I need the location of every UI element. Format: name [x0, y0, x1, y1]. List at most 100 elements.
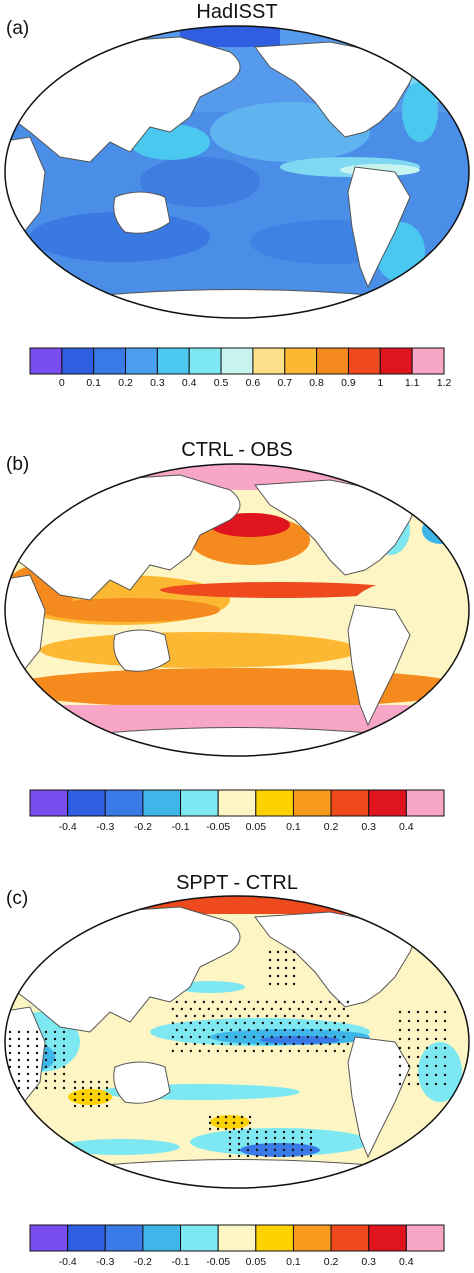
stipple-dot — [315, 1035, 319, 1039]
stipple-dot — [270, 1021, 274, 1025]
stipple-dot — [8, 1037, 12, 1041]
stipple-dot — [198, 1049, 202, 1053]
stipple-dot — [175, 1042, 179, 1046]
stipple-dot — [26, 1030, 30, 1034]
stipple-dot — [282, 1148, 286, 1152]
stipple-dot — [416, 1010, 420, 1014]
stipple-dot — [105, 1104, 109, 1108]
colorbar-swatch — [67, 789, 106, 817]
stipple-dot — [315, 1049, 319, 1053]
stipple-dot — [53, 1072, 57, 1076]
stipple-dot — [273, 1142, 277, 1146]
stipple-dot — [291, 1148, 295, 1152]
stipple-dot — [175, 1000, 179, 1004]
stipple-dot — [268, 974, 272, 978]
stipple-dot — [309, 1154, 313, 1158]
colorbar-swatch — [156, 347, 190, 375]
stipple-dot — [273, 1130, 277, 1134]
stipple-dot — [238, 1000, 242, 1004]
stipple-dot — [333, 1049, 337, 1053]
stipple-dot — [26, 1044, 30, 1048]
stipple-dot — [398, 1010, 402, 1014]
colorbar-tick-label: 0.1 — [286, 1256, 301, 1268]
stipple-dot — [53, 1044, 57, 1048]
stipple-dot — [407, 1037, 411, 1041]
stipple-dot — [301, 1028, 305, 1032]
colorbar-tick-label: 1.2 — [436, 377, 452, 389]
colorbar — [29, 1224, 445, 1252]
stipple-dot — [297, 1021, 301, 1025]
stipple-dot — [342, 1035, 346, 1039]
panel-label: (a) — [6, 18, 30, 39]
stipple-dot — [216, 1127, 220, 1131]
panel-label: (b) — [6, 454, 30, 475]
stipple-dot — [180, 1007, 184, 1011]
stipple-dot — [216, 1035, 220, 1039]
stipple-dot — [407, 1028, 411, 1032]
stipple-dot — [443, 1037, 447, 1041]
stipple-dot — [291, 1154, 295, 1158]
stipple-dot — [292, 950, 296, 954]
stipple-dot — [292, 1000, 296, 1004]
stipple-dot — [324, 1007, 328, 1011]
colorbar-tick-label: 0.4 — [181, 377, 197, 389]
stipple-dot — [35, 1065, 39, 1069]
stipple-dot — [8, 1044, 12, 1048]
colorbar-swatch — [379, 347, 413, 375]
colorbar-tick-label: 0.7 — [277, 377, 293, 389]
stipple-dot — [8, 1030, 12, 1034]
stipple-dot — [193, 1000, 197, 1004]
stipple-dot — [62, 1072, 66, 1076]
stipple-dot — [73, 1098, 77, 1102]
stipple-dot — [256, 1014, 260, 1018]
colorbar-swatch — [405, 1224, 445, 1252]
colorbar-tick-label: 0.4 — [399, 821, 414, 833]
colorbar-tick-label: 0.2 — [323, 821, 339, 833]
stipple-dot — [416, 1073, 420, 1077]
colorbar-tick-label: -0.1 — [171, 821, 190, 833]
stipple-dot — [276, 966, 280, 970]
stipple-dot — [229, 1028, 233, 1032]
stipple-dot — [35, 1086, 39, 1090]
stipple-dot — [255, 1130, 259, 1134]
stipple-dot — [337, 1000, 341, 1004]
stipple-dot — [89, 1080, 93, 1084]
stipple-dot — [284, 958, 288, 962]
stipple-dot — [425, 1028, 429, 1032]
stipple-dot — [270, 1007, 274, 1011]
stipple-dot — [53, 1037, 57, 1041]
stipple-dot — [26, 1072, 30, 1076]
colorbar-swatch — [67, 1224, 106, 1252]
stipple-dot — [274, 1014, 278, 1018]
stipple-dot — [175, 1028, 179, 1032]
stipple-dot — [44, 1044, 48, 1048]
panel-c: (c) SPPT - CTRL — [0, 848, 474, 1273]
stipple-dot — [300, 1142, 304, 1146]
stipple-dot — [240, 1115, 244, 1119]
stipple-dot — [328, 1014, 332, 1018]
stipple-dot — [8, 1079, 12, 1083]
stipple-dot — [26, 1065, 30, 1069]
stipple-dot — [105, 1086, 109, 1090]
stipple-dot — [202, 1014, 206, 1018]
stipple-dot — [291, 1130, 295, 1134]
stipple-dot — [292, 958, 296, 962]
colorbar-swatch — [61, 347, 95, 375]
stipple-dot — [35, 1079, 39, 1083]
stipple-dot — [310, 1000, 314, 1004]
stipple-dot — [342, 1007, 346, 1011]
stipple-dot — [301, 1000, 305, 1004]
stipple-dot — [315, 1007, 319, 1011]
colorbar-swatch — [284, 347, 318, 375]
stipple-dot — [224, 1127, 228, 1131]
stipple-dot — [328, 1042, 332, 1046]
stipple-dot — [81, 1086, 85, 1090]
stipple-dot — [89, 1104, 93, 1108]
stipple-dot — [261, 1049, 265, 1053]
land-greenland — [379, 896, 436, 928]
stipple-dot — [279, 1035, 283, 1039]
colorbar-swatch — [93, 347, 127, 375]
stipple-dot — [284, 982, 288, 986]
stipple-dot — [256, 1042, 260, 1046]
stipple-dot — [324, 1049, 328, 1053]
